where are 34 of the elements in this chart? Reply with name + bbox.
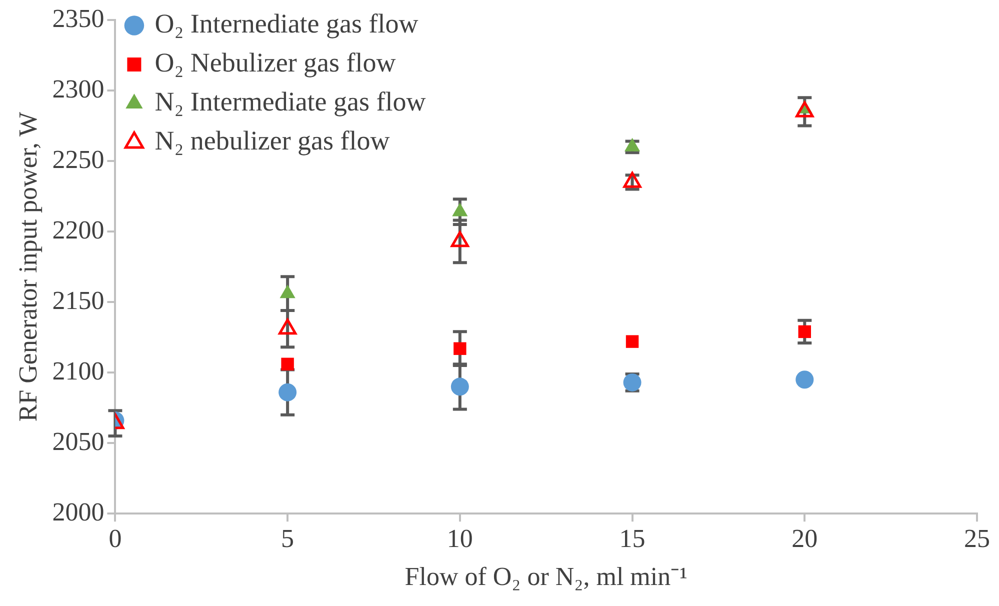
- point: [278, 318, 297, 335]
- point: [450, 231, 469, 248]
- x-tick-label: 15: [619, 524, 646, 554]
- y-tick-label: 2250: [52, 144, 104, 174]
- x-tick-label: 25: [964, 524, 990, 554]
- point: [450, 378, 469, 396]
- x-tick-label: 5: [281, 524, 294, 554]
- y-tick-label: 2200: [52, 215, 104, 244]
- legend-label: N₂ nebulizer gas flow: [154, 126, 390, 156]
- x-tick-label: 0: [108, 524, 122, 554]
- point: [278, 383, 297, 402]
- legend-label: O₂ Internediate gas flow: [154, 8, 419, 39]
- point: [452, 202, 468, 216]
- point: [623, 172, 642, 188]
- point: [798, 325, 812, 338]
- y-tick-label: 2300: [52, 74, 104, 104]
- point: [796, 370, 814, 389]
- x-axis-title: Flow of O₂ or N₂, ml min⁻¹: [404, 562, 688, 592]
- point: [454, 342, 466, 355]
- point: [796, 101, 814, 118]
- x-tick-label: 20: [792, 524, 818, 554]
- point: [624, 138, 640, 152]
- legend-label: N₂ Intermediate gas flow: [154, 86, 426, 117]
- y-tick-label: 2000: [52, 497, 104, 526]
- x-tick-label: 10: [446, 524, 473, 554]
- y-tick-label: 2050: [52, 426, 104, 456]
- y-tick-label: 2100: [52, 356, 104, 386]
- legend-label: O₂ Nebulizer gas flow: [154, 48, 396, 78]
- point: [280, 284, 296, 298]
- point: [281, 358, 294, 370]
- y-tick-label: 2350: [52, 4, 104, 33]
- y-tick-label: 2150: [52, 286, 104, 315]
- point: [626, 335, 639, 348]
- y-axis-title: RF Generator input power, W: [13, 112, 42, 422]
